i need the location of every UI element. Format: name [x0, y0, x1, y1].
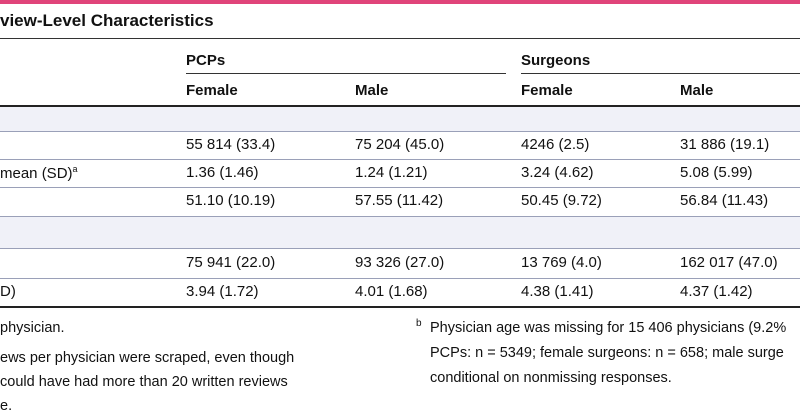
header-accent-bar	[0, 0, 800, 4]
table-cell: 50.45 (9.72)	[521, 192, 602, 209]
group-header-pcps: PCPs	[186, 52, 226, 69]
table-cell: 31 886 (19.1)	[680, 136, 770, 153]
title-divider	[0, 38, 800, 39]
footnote-line: could have had more than 20 written revi…	[0, 374, 288, 390]
table-cell: 162 017 (47.0)	[680, 254, 778, 271]
row-divider	[0, 187, 800, 188]
col-header-pcp-male: Male	[355, 82, 389, 99]
row-label-text: mean (SD)	[0, 165, 73, 182]
group-rule-surgeons	[521, 73, 800, 74]
footnote-marker: b	[416, 318, 422, 329]
table-cell: 3.94 (1.72)	[186, 283, 259, 300]
table-cell: 4.37 (1.42)	[680, 283, 753, 300]
table-cell: 57.55 (11.42)	[355, 192, 444, 209]
table-cell: 75 204 (45.0)	[355, 136, 445, 153]
table-cell: 1.24 (1.21)	[355, 164, 428, 181]
table-cell: 51.10 (10.19)	[186, 192, 276, 209]
table-cell: 4246 (2.5)	[521, 136, 590, 153]
section-band	[0, 217, 800, 248]
header-bottom-rule	[0, 105, 800, 107]
col-header-surgeon-male: Male	[680, 82, 714, 99]
row-divider	[0, 131, 800, 132]
table-cell: 55 814 (33.4)	[186, 136, 276, 153]
row-label: D)	[0, 283, 16, 300]
row-label: mean (SD)a	[0, 164, 78, 182]
table-cell: 75 941 (22.0)	[186, 254, 276, 271]
col-header-surgeon-female: Female	[521, 82, 573, 99]
table-cell: 93 326 (27.0)	[355, 254, 445, 271]
row-divider	[0, 159, 800, 160]
table-title: view-Level Characteristics	[0, 11, 214, 30]
row-divider	[0, 248, 800, 249]
row-divider	[0, 216, 800, 217]
footnote-marker: a	[72, 164, 78, 174]
section-band	[0, 107, 800, 131]
table-cell: 13 769 (4.0)	[521, 254, 602, 271]
table-cell: 1.36 (1.46)	[186, 164, 259, 181]
col-header-pcp-female: Female	[186, 82, 238, 99]
table-cell: 5.08 (5.99)	[680, 164, 753, 181]
table-cell: 3.24 (4.62)	[521, 164, 594, 181]
footnote-line: PCPs: n = 5349; female surgeons: n = 658…	[430, 345, 784, 361]
footnote-line: Physician age was missing for 15 406 phy…	[430, 320, 787, 336]
group-rule-pcps	[186, 73, 506, 74]
table-cell: 4.38 (1.41)	[521, 283, 594, 300]
table-cell: 56.84 (11.43)	[680, 192, 769, 209]
footnote-line: e.	[0, 398, 13, 414]
group-header-surgeons: Surgeons	[521, 52, 591, 69]
table-bottom-rule	[0, 306, 800, 308]
row-divider	[0, 278, 800, 279]
footnote-line: physician.	[0, 320, 65, 336]
footnote-line: conditional on nonmissing responses.	[430, 370, 672, 386]
footnote-line: ews per physician were scraped, even tho…	[0, 350, 295, 366]
table-cell: 4.01 (1.68)	[355, 283, 428, 300]
